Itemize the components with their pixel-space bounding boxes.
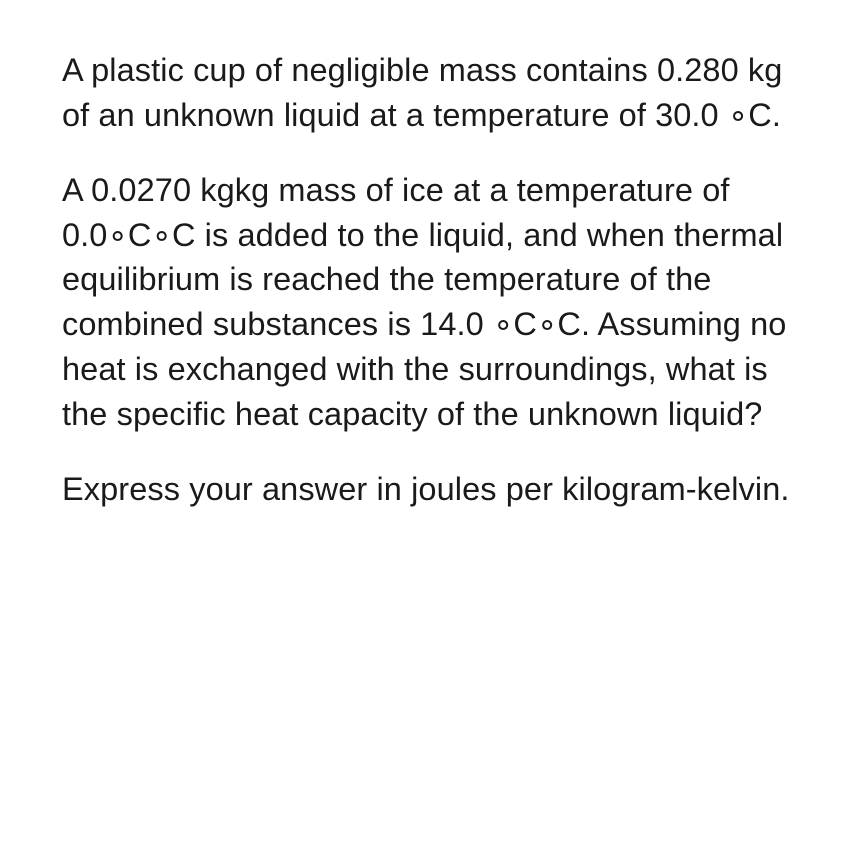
paragraph-1: A plastic cup of negligible mass contain… <box>62 48 815 138</box>
paragraph-3: Express your answer in joules per kilogr… <box>62 467 815 512</box>
problem-statement: A plastic cup of negligible mass contain… <box>0 0 865 560</box>
paragraph-2: A 0.0270 kgkg mass of ice at a temperatu… <box>62 168 815 437</box>
